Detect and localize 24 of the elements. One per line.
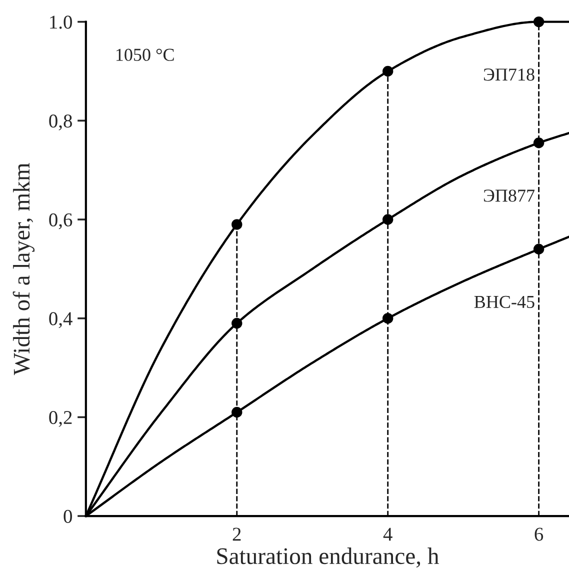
text: ЭП718 (484, 68, 534, 81)
y-tick-label: 0,8 (49, 114, 72, 130)
point (232, 318, 242, 329)
y-tick-label: 0,6 (49, 213, 72, 230)
point (533, 16, 544, 28)
point (533, 138, 544, 148)
series-label: ЭП877 (484, 190, 535, 202)
y-tick-label: 0,2 (49, 411, 72, 427)
x-tick-label: 2 (232, 528, 241, 541)
x-tick-label: 4 (383, 528, 392, 541)
point (382, 214, 394, 225)
y-tick-label: 0 (64, 510, 72, 523)
point (232, 219, 242, 230)
point (533, 244, 544, 255)
x-tick-label: 6 (534, 528, 544, 541)
x-axis-title: Saturation endurance, h (217, 548, 439, 568)
y-axis-title: Width of a layer, mkm (12, 163, 35, 376)
point (382, 66, 394, 77)
point (382, 312, 394, 324)
annotation: 1050 °C (116, 48, 174, 61)
series-label: ВНС-45 (474, 296, 534, 308)
point (232, 406, 242, 418)
y-tick-label: 1.0 (50, 16, 72, 29)
y-tick-label: 0,4 (49, 312, 72, 328)
